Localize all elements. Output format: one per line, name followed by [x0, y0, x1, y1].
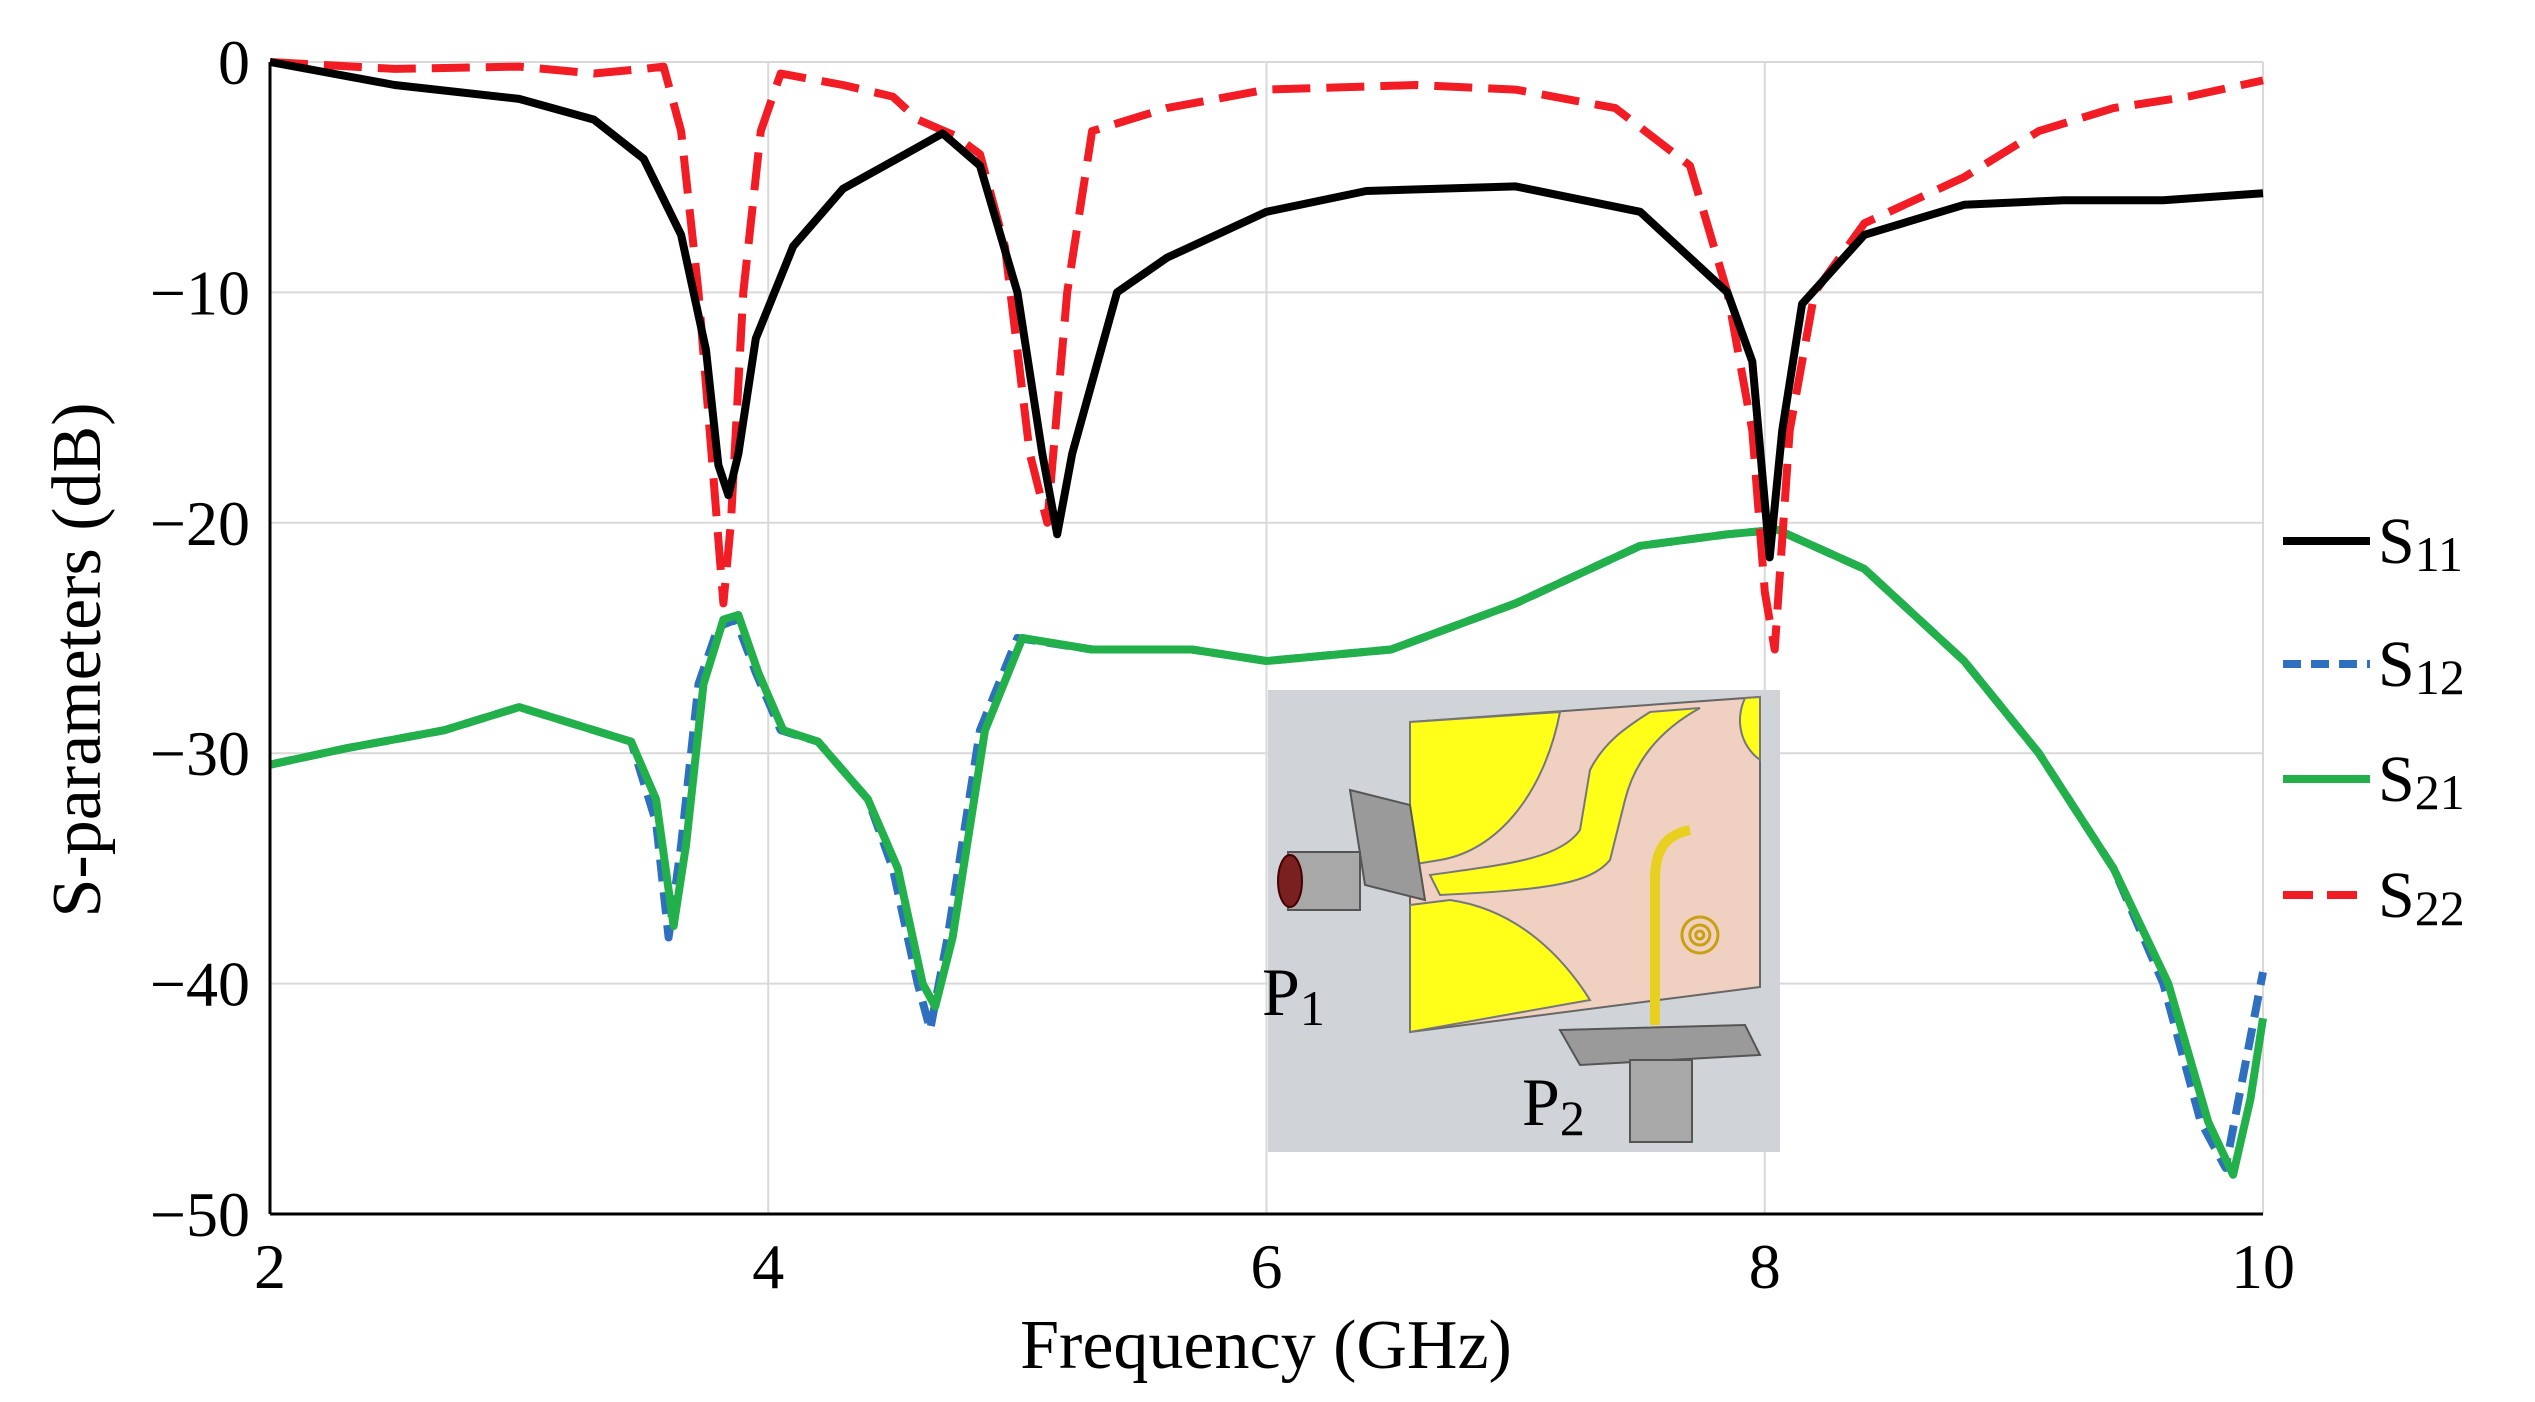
- y-tick-label: −40: [150, 949, 250, 1020]
- ground-patch-upper: [1409, 710, 1562, 867]
- y-tick-label: −20: [150, 488, 250, 559]
- microstrip-line: [1650, 825, 1692, 1025]
- legend-label-s21: S21: [2378, 743, 2465, 820]
- x-tick-label: 2: [254, 1231, 286, 1302]
- y-tick-label: −50: [150, 1179, 250, 1250]
- y-tick-labels: 0 −10 −20 −30 −40 −50: [150, 27, 250, 1250]
- port2-flange: [1558, 1023, 1762, 1067]
- y-tick-label: −30: [150, 718, 250, 789]
- antenna-inset-image: P1 P2: [1262, 690, 1780, 1152]
- series-line-s11: [269, 58, 2264, 562]
- series-line-s21: [269, 525, 2267, 1179]
- port2-barrel: [1629, 1059, 1693, 1143]
- y-tick-label: −10: [150, 257, 250, 328]
- right-edge-patch: [1739, 695, 1761, 763]
- legend-label-s11: S11: [2378, 505, 2463, 582]
- y-axis-title: S-parameters (dB): [39, 402, 116, 917]
- y-tick-label: 0: [218, 27, 250, 98]
- x-tick-label: 10: [2231, 1231, 2295, 1302]
- x-tick-label: 4: [752, 1231, 784, 1302]
- legend-label-s22: S22: [2378, 859, 2465, 936]
- ground-patch-lower: [1409, 898, 1592, 1034]
- x-axis-title: Frequency (GHz): [1020, 1307, 1512, 1384]
- x-tick-label: 8: [1749, 1231, 1781, 1302]
- series-line-s22: [269, 58, 2264, 654]
- port1-label: P1: [1262, 954, 1325, 1036]
- spiral-resonator: [1680, 915, 1720, 955]
- port1-pin: [1277, 854, 1303, 908]
- port2-label: P2: [1522, 1064, 1585, 1146]
- legend-label-s12: S12: [2378, 628, 2465, 705]
- x-tick-label: 6: [1251, 1231, 1283, 1302]
- series-layer: [269, 58, 2267, 1179]
- legend: S11 S12 S21 S22: [2283, 505, 2465, 936]
- feed-line-patch: [1428, 707, 1701, 897]
- x-tick-labels: 2 4 6 8 10: [254, 1231, 2295, 1302]
